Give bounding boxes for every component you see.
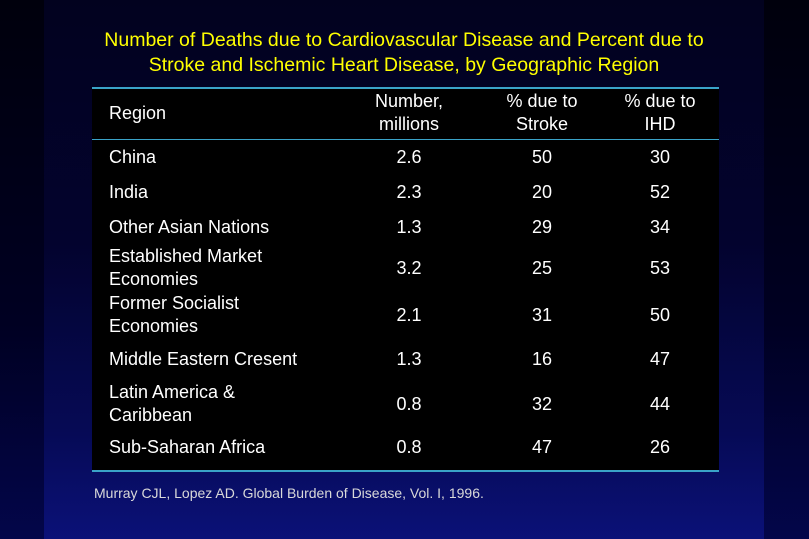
column-header-stroke-line: Stroke (515, 114, 569, 134)
cell-number: 2.3 (396, 181, 422, 202)
cell-stroke: 31 (531, 304, 553, 325)
cell-stroke: 20 (531, 181, 553, 202)
cell-stroke: 16 (531, 348, 553, 369)
cell-number: 0.8 (396, 436, 422, 457)
column-header-region: Region (109, 102, 166, 125)
row-region-line: Established Market (109, 246, 263, 266)
left-margin (0, 0, 44, 539)
column-header-stroke: % due to Stroke (506, 90, 577, 136)
row-region-line: Economies (109, 316, 199, 336)
cell-stroke: 47 (531, 436, 553, 457)
cell-ihd: 26 (649, 436, 671, 457)
slide-title: Number of Deaths due to Cardiovascular D… (44, 28, 764, 78)
row-region: China (109, 146, 156, 169)
row-region-line: Caribbean (109, 405, 193, 425)
cell-stroke: 32 (531, 393, 553, 414)
cell-stroke: 50 (531, 146, 553, 167)
row-region-line: China (109, 146, 157, 167)
data-table (92, 87, 719, 472)
row-region-line: Sub-Saharan Africa (109, 436, 266, 457)
column-header-region-line: Region (109, 102, 167, 123)
cell-stroke: 29 (531, 216, 553, 237)
cell-number: 1.3 (396, 348, 422, 369)
row-region: Sub-Saharan Africa (109, 436, 265, 459)
row-region: India (109, 181, 148, 204)
column-header-ihd-line: IHD (644, 114, 676, 134)
cell-number: 1.3 (396, 216, 422, 237)
cell-number: 3.2 (396, 257, 422, 278)
cell-stroke: 25 (531, 257, 553, 278)
header-rule (92, 139, 719, 140)
cell-number: 2.1 (396, 304, 422, 325)
row-region-line: Middle Eastern Cresent (109, 348, 298, 369)
row-region-line: Latin America & (109, 382, 236, 402)
column-header-number-line: Number, (374, 91, 444, 111)
cell-ihd: 44 (649, 393, 671, 414)
row-region: Former Socialist Economies (109, 292, 239, 338)
column-header-number-line: millions (378, 114, 439, 134)
cell-ihd: 53 (649, 257, 671, 278)
row-region-line: India (109, 181, 149, 202)
row-region: Latin America & Caribbean (109, 381, 235, 427)
column-header-number: Number, millions (375, 90, 443, 136)
column-header-ihd: % due to IHD (624, 90, 695, 136)
cell-ihd: 52 (649, 181, 671, 202)
row-region-line: Former Socialist (109, 293, 240, 313)
column-header-stroke-line: % due to (506, 91, 578, 111)
row-region: Middle Eastern Cresent (109, 348, 297, 371)
column-header-ihd-line: % due to (624, 91, 696, 111)
row-region-line: Economies (109, 269, 199, 289)
right-margin (764, 0, 809, 539)
row-region: Established Market Economies (109, 245, 262, 291)
row-region-line: Other Asian Nations (109, 216, 270, 237)
cell-ihd: 30 (649, 146, 671, 167)
cell-ihd: 50 (649, 304, 671, 325)
cell-number: 2.6 (396, 146, 422, 167)
row-region: Other Asian Nations (109, 216, 269, 239)
title-line-1: Number of Deaths due to Cardiovascular D… (104, 29, 704, 51)
source-citation: Murray CJL, Lopez AD. Global Burden of D… (94, 485, 484, 501)
cell-ihd: 47 (649, 348, 671, 369)
cell-ihd: 34 (649, 216, 671, 237)
title-line-2: Stroke and Ischemic Heart Disease, by Ge… (148, 54, 660, 76)
cell-number: 0.8 (396, 393, 422, 414)
